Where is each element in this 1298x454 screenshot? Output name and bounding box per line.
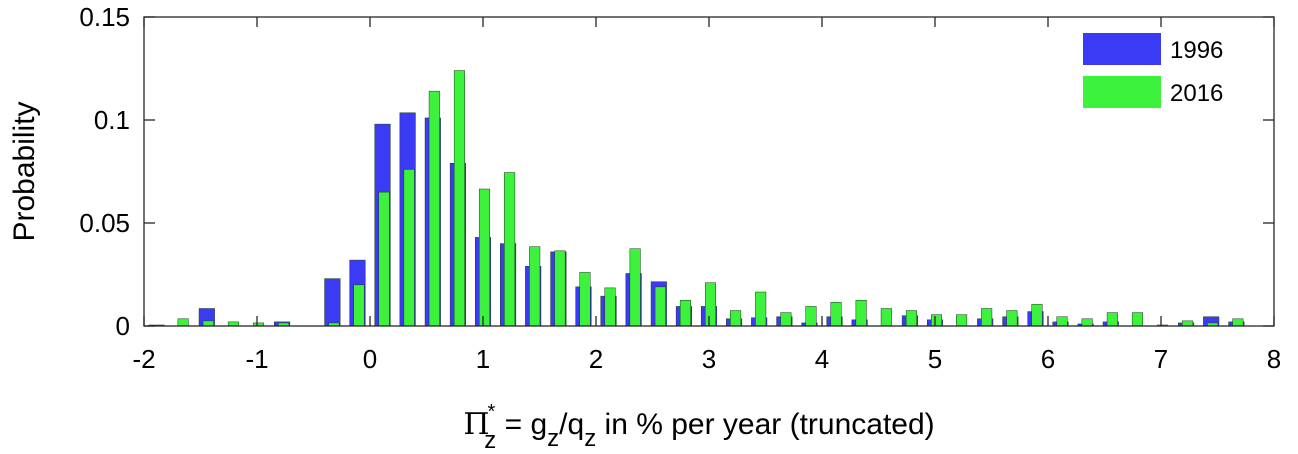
y-tick-label: 0.15	[79, 2, 130, 32]
series-2016-bars	[177, 70, 1244, 327]
bar-2016-19	[629, 248, 641, 327]
bar-2016-28	[855, 300, 867, 327]
bar-2016-27	[830, 302, 842, 327]
bar-2016-2	[202, 320, 214, 327]
bar-2016-11	[428, 90, 440, 327]
x-axis-label-symbol: Π	[463, 407, 489, 442]
bar-2016-41	[1182, 320, 1194, 327]
legend-swatch-2016	[1083, 76, 1161, 108]
x-tick-label: 0	[363, 344, 377, 374]
y-tick-label: 0	[116, 311, 130, 341]
bar-2016-25	[780, 312, 792, 327]
bar-2016-23	[730, 310, 742, 327]
bar-2016-1	[177, 318, 189, 327]
x-axis-label-eq: = g	[496, 408, 547, 441]
y-axis: 0 0.05 0.1 0.15	[79, 2, 1274, 341]
x-tick-label: 3	[702, 344, 716, 374]
bar-2016-35	[1031, 304, 1043, 327]
bar-2016-33	[981, 308, 993, 327]
bar-2016-24	[755, 291, 767, 327]
bar-2016-38	[1106, 312, 1118, 327]
bar-2016-31	[930, 314, 943, 327]
bar-2016-34	[1006, 310, 1018, 327]
series-1996-bars	[148, 112, 1245, 327]
bar-2016-12	[453, 70, 465, 327]
x-axis-label-rest: in % per year (truncated)	[596, 408, 934, 441]
x-tick-label: 6	[1041, 344, 1055, 374]
x-axis-label-sub1: z	[484, 427, 496, 454]
x-tick-label: 2	[589, 344, 603, 374]
bar-2016-8	[353, 284, 365, 327]
x-axis-label-sub3: z	[584, 425, 596, 452]
x-axis: -2 -1 0 1 2 3 4 5 6 7 8	[132, 17, 1281, 374]
bar-1996-7	[324, 278, 341, 327]
x-tick-label: 4	[815, 344, 829, 374]
bar-2016-30	[905, 310, 917, 327]
bar-2016-9	[378, 191, 390, 327]
y-axis-label: Probability	[8, 101, 41, 241]
bar-2016-22	[704, 282, 717, 327]
bar-2016-39	[1131, 312, 1143, 327]
legend-label-2016: 2016	[1170, 80, 1223, 107]
y-tick-label: 0.05	[79, 208, 130, 238]
x-tick-label: 5	[928, 344, 942, 374]
x-axis-label-sup: *	[487, 401, 495, 423]
x-tick-label: -2	[132, 344, 155, 374]
bar-2016-26	[805, 306, 817, 327]
legend-swatch-1996	[1083, 33, 1161, 65]
x-tick-label: 8	[1267, 344, 1281, 374]
x-axis-label-sub2: z	[547, 425, 559, 452]
bar-2016-16	[554, 250, 566, 327]
x-axis-label-slash: /q	[559, 408, 584, 441]
bar-2016-20	[654, 286, 666, 327]
bar-2016-13	[478, 188, 491, 327]
x-axis-label: Π* z = gz/qz in % per year (truncated)	[463, 401, 934, 454]
y-tick-label: 0.1	[94, 105, 130, 135]
bar-2016-17	[579, 272, 591, 327]
x-tick-label: 1	[476, 344, 490, 374]
bar-2016-10	[403, 169, 415, 327]
bar-2016-15	[529, 246, 541, 327]
bar-2016-32	[956, 314, 968, 327]
bar-2016-29	[880, 308, 892, 327]
bar-2016-18	[604, 287, 616, 327]
legend-label-1996: 1996	[1170, 37, 1223, 64]
bar-2016-43	[1232, 318, 1244, 327]
legend: 1996 2016	[1083, 33, 1223, 108]
bar-2016-36	[1056, 316, 1068, 327]
bar-2016-37	[1081, 318, 1093, 327]
bar-2016-21	[679, 300, 691, 327]
x-tick-label: 7	[1154, 344, 1168, 374]
bar-2016-14	[504, 172, 516, 327]
x-tick-label: -1	[245, 344, 268, 374]
